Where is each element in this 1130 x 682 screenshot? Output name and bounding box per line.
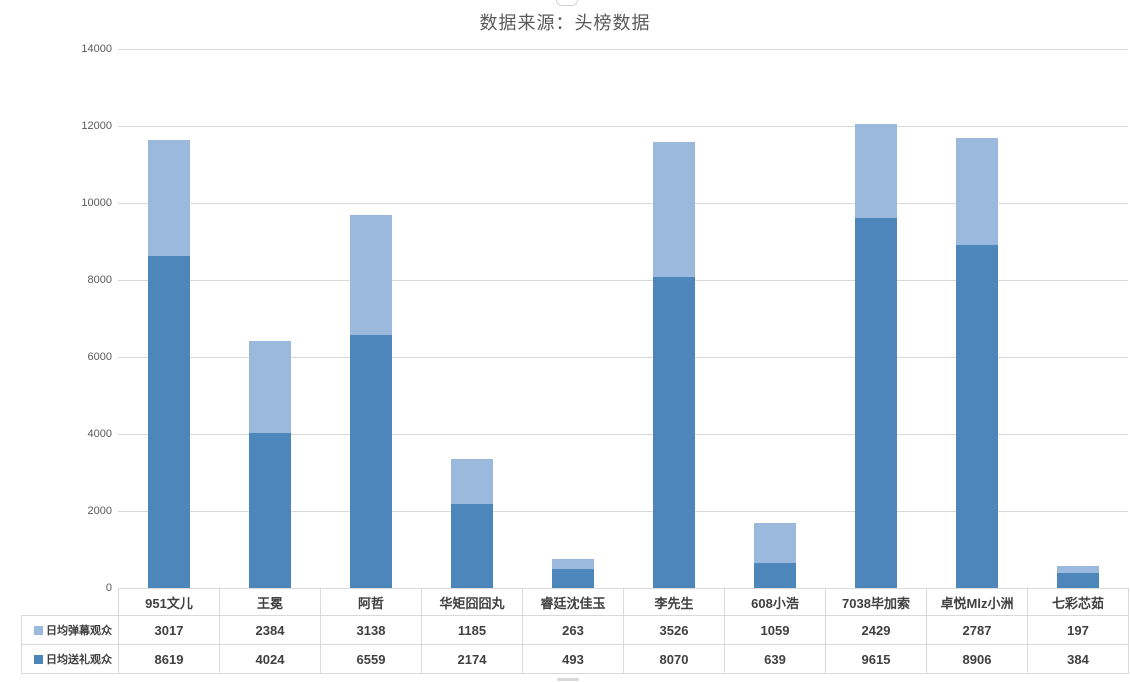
series-name: 日均弹幕观众 [46,625,112,637]
category-header-cell: 王冕 [219,588,321,616]
category-header-cell: 阿哲 [320,588,422,616]
category-header-cell: 华矩囧囧丸 [421,588,523,616]
series-row-header: 日均送礼观众 [21,644,119,674]
value-cell: 384 [1027,644,1129,674]
value-cell: 2429 [825,615,927,645]
cropped-element-top [556,0,578,6]
category-header-cell: 7038毕加索 [825,588,927,616]
bar-segment-gift-viewers [147,256,190,588]
value-cell: 2787 [926,615,1028,645]
category-header-cell: 睿廷沈佳玉 [522,588,624,616]
category-header-cell: 李先生 [623,588,725,616]
gridline [118,510,1128,512]
y-axis-tick-label: 8000 [87,274,112,286]
y-axis-tick-label: 2000 [87,505,112,517]
bar-segment-danmaku-viewers [248,341,291,434]
bar-segment-danmaku-viewers [955,137,998,246]
gridline [118,433,1128,435]
y-axis-tick-label: 14000 [81,43,112,55]
y-axis-tick-label: 12000 [81,120,112,132]
bar-segment-danmaku-viewers [349,214,392,336]
bar-segment-gift-viewers [955,245,998,588]
value-cell: 9615 [825,644,927,674]
gridline [118,279,1128,281]
category-header-row: 951文儿 王冕 阿哲 华矩囧囧丸 睿廷沈佳玉 李先生 608小浩 7038毕加索 卓悦Mlz小… [21,588,1129,616]
bar-segment-gift-viewers [450,504,493,588]
y-axis-tick-label: 0 [105,582,112,594]
bar-segment-danmaku-viewers [1056,565,1099,574]
bar-segment-gift-viewers [854,217,897,588]
value-cell: 2384 [219,615,321,645]
category-header-cell: 卓悦Mlz小洲 [926,588,1028,616]
y-axis-tick-label: 10000 [81,197,112,209]
y-axis-tick-label: 6000 [87,351,112,363]
value-cell: 1059 [724,615,826,645]
cropped-element-bottom [557,678,579,681]
y-axis-tick-label: 4000 [87,428,112,440]
bar-segment-danmaku-viewers [551,558,594,570]
bar-segment-gift-viewers [551,569,594,588]
value-cell: 8619 [118,644,220,674]
gridline [118,202,1128,204]
value-cell: 493 [522,644,624,674]
chart-title: 数据来源：头榜数据 [479,13,651,33]
table-corner-cell [21,588,119,616]
value-cell: 263 [522,615,624,645]
legend-swatch-icon [34,625,43,635]
gridline [118,356,1128,358]
bar-segment-gift-viewers [753,563,796,588]
bar-segment-gift-viewers [248,433,291,588]
category-header-cell: 951文儿 [118,588,220,616]
bar-segment-danmaku-viewers [753,522,796,564]
series-name: 日均送礼观众 [46,654,112,666]
value-cell: 8070 [623,644,725,674]
bar-segment-danmaku-viewers [854,124,897,218]
bar-segment-gift-viewers [652,277,695,588]
value-cell: 3526 [623,615,725,645]
value-cell: 6559 [320,644,422,674]
legend-swatch-icon [34,654,43,664]
data-table: 951文儿 王冕 阿哲 华矩囧囧丸 睿廷沈佳玉 李先生 608小浩 7038毕加索 卓悦Mlz小… [21,588,1129,674]
value-cell: 8906 [926,644,1028,674]
value-cell: 4024 [219,644,321,674]
bar-segment-danmaku-viewers [450,458,493,505]
value-cell: 3017 [118,615,220,645]
category-header-cell: 七彩芯茹 [1027,588,1129,616]
bar-segment-danmaku-viewers [652,141,695,278]
gridline [118,125,1128,127]
bar-segment-gift-viewers [349,335,392,588]
bar-segment-gift-viewers [1056,573,1099,588]
series-row-header: 日均弹幕观众 [21,615,119,645]
value-cell: 2174 [421,644,523,674]
value-cell: 639 [724,644,826,674]
series-value-row: 日均送礼观众 8619 4024 6559 2174 493 8070 639 9615 8906… [21,644,1129,674]
category-header-cell: 608小浩 [724,588,826,616]
value-cell: 3138 [320,615,422,645]
value-cell: 197 [1027,615,1129,645]
value-cell: 1185 [421,615,523,645]
series-value-row: 日均弹幕观众 3017 2384 3138 1185 263 3526 1059 2429 278… [21,615,1129,645]
bar-segment-danmaku-viewers [147,140,190,257]
gridline [118,48,1128,50]
